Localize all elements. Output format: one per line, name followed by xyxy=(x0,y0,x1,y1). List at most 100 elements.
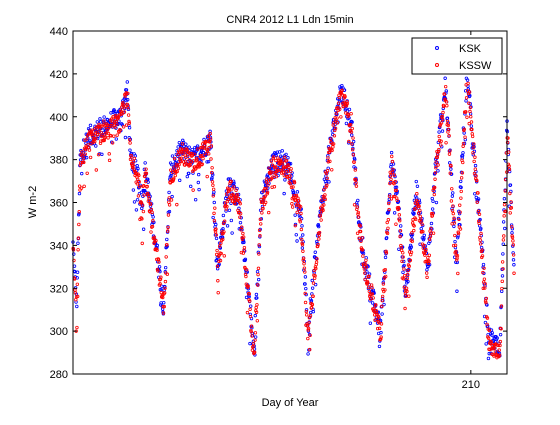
data-point-ksk xyxy=(317,224,321,229)
data-point-kssw xyxy=(483,286,487,290)
data-point-kssw xyxy=(360,248,365,252)
data-point-kssw xyxy=(211,183,215,187)
data-point-kssw xyxy=(442,92,447,96)
data-point-kssw xyxy=(267,166,271,170)
data-point-kssw xyxy=(271,156,275,161)
data-point-ksk xyxy=(303,275,308,279)
data-point-kssw xyxy=(346,113,351,117)
data-point-ksk xyxy=(242,240,246,245)
y-tick-label: 400 xyxy=(50,112,68,124)
data-point-kssw xyxy=(157,260,161,264)
data-point-kssw xyxy=(461,141,466,146)
data-point-ksk xyxy=(210,171,215,175)
data-point-kssw xyxy=(176,166,181,170)
data-point-kssw xyxy=(75,325,79,330)
data-point-kssw xyxy=(298,219,302,224)
data-point-ksk xyxy=(324,181,328,186)
data-point-kssw xyxy=(264,186,268,191)
data-point-kssw xyxy=(305,324,310,328)
data-point-kssw xyxy=(389,177,393,182)
data-point-kssw xyxy=(166,213,171,217)
data-point-kssw xyxy=(453,233,457,238)
data-point-kssw xyxy=(298,204,303,209)
data-point-kssw xyxy=(145,184,149,189)
data-point-ksk xyxy=(455,235,460,240)
data-point-kssw xyxy=(222,219,227,223)
data-point-kssw xyxy=(260,211,264,215)
data-point-kssw xyxy=(261,189,266,193)
data-point-ksk xyxy=(77,211,81,216)
data-point-ksk xyxy=(313,282,318,287)
data-point-ksk xyxy=(125,80,129,84)
data-point-kssw xyxy=(475,200,479,204)
data-point-kssw xyxy=(379,337,383,341)
data-point-kssw xyxy=(303,300,308,305)
data-point-kssw xyxy=(473,155,477,159)
data-point-kssw xyxy=(454,249,458,254)
data-point-kssw xyxy=(149,207,154,212)
data-point-ksk xyxy=(394,185,399,189)
data-point-kssw xyxy=(333,126,338,131)
data-point-kssw xyxy=(156,269,160,273)
data-point-kssw xyxy=(175,202,179,207)
data-point-kssw xyxy=(442,104,446,109)
data-point-kssw xyxy=(280,160,284,164)
data-point-kssw xyxy=(347,139,351,144)
data-point-kssw xyxy=(452,221,457,225)
data-point-kssw xyxy=(350,142,354,146)
data-point-kssw xyxy=(380,298,384,303)
data-point-kssw xyxy=(187,158,192,162)
data-point-kssw xyxy=(384,249,388,254)
data-point-ksk xyxy=(238,220,243,225)
data-point-kssw xyxy=(434,160,438,164)
data-point-kssw xyxy=(76,248,80,252)
data-point-kssw xyxy=(451,243,456,248)
data-point-kssw xyxy=(390,170,394,175)
data-point-kssw xyxy=(380,304,384,309)
data-point-kssw xyxy=(424,271,429,275)
data-point-ksk xyxy=(157,265,162,269)
data-point-kssw xyxy=(379,335,383,339)
data-point-kssw xyxy=(188,163,192,167)
data-point-kssw xyxy=(450,187,454,191)
data-point-ksk xyxy=(304,286,308,291)
data-point-kssw xyxy=(212,211,216,216)
data-point-kssw xyxy=(238,201,242,206)
data-point-kssw xyxy=(125,102,130,107)
data-point-kssw xyxy=(235,198,240,203)
data-point-kssw xyxy=(94,136,98,141)
data-point-kssw xyxy=(173,173,177,178)
data-point-kssw xyxy=(356,210,361,215)
data-point-kssw xyxy=(354,181,358,185)
data-point-kssw xyxy=(167,203,172,207)
data-point-ksk xyxy=(96,134,100,139)
data-point-kssw xyxy=(367,289,372,294)
data-point-kssw xyxy=(265,190,270,194)
data-point-kssw xyxy=(323,193,327,197)
data-point-kssw xyxy=(255,319,260,323)
data-point-kssw xyxy=(144,171,149,176)
data-point-kssw xyxy=(222,230,226,234)
data-point-kssw xyxy=(141,209,146,214)
data-point-ksk xyxy=(300,246,305,250)
data-point-kssw xyxy=(79,186,84,190)
data-point-kssw xyxy=(476,209,481,213)
data-point-ksk xyxy=(326,154,330,158)
data-point-ksk xyxy=(473,163,478,168)
data-point-ksk xyxy=(444,89,448,93)
data-point-ksk xyxy=(502,197,507,201)
data-point-kssw xyxy=(249,324,254,328)
data-point-kssw xyxy=(323,197,327,202)
data-point-ksk xyxy=(139,190,144,195)
data-point-kssw xyxy=(271,175,275,179)
data-point-kssw xyxy=(251,341,256,346)
data-point-ksk xyxy=(401,270,405,275)
data-point-ksk xyxy=(76,241,80,245)
data-point-kssw xyxy=(317,233,321,238)
data-point-ksk xyxy=(130,167,134,172)
data-point-kssw xyxy=(472,159,476,164)
data-point-kssw xyxy=(288,174,292,178)
data-point-kssw xyxy=(87,148,92,152)
data-point-ksk xyxy=(461,151,465,155)
